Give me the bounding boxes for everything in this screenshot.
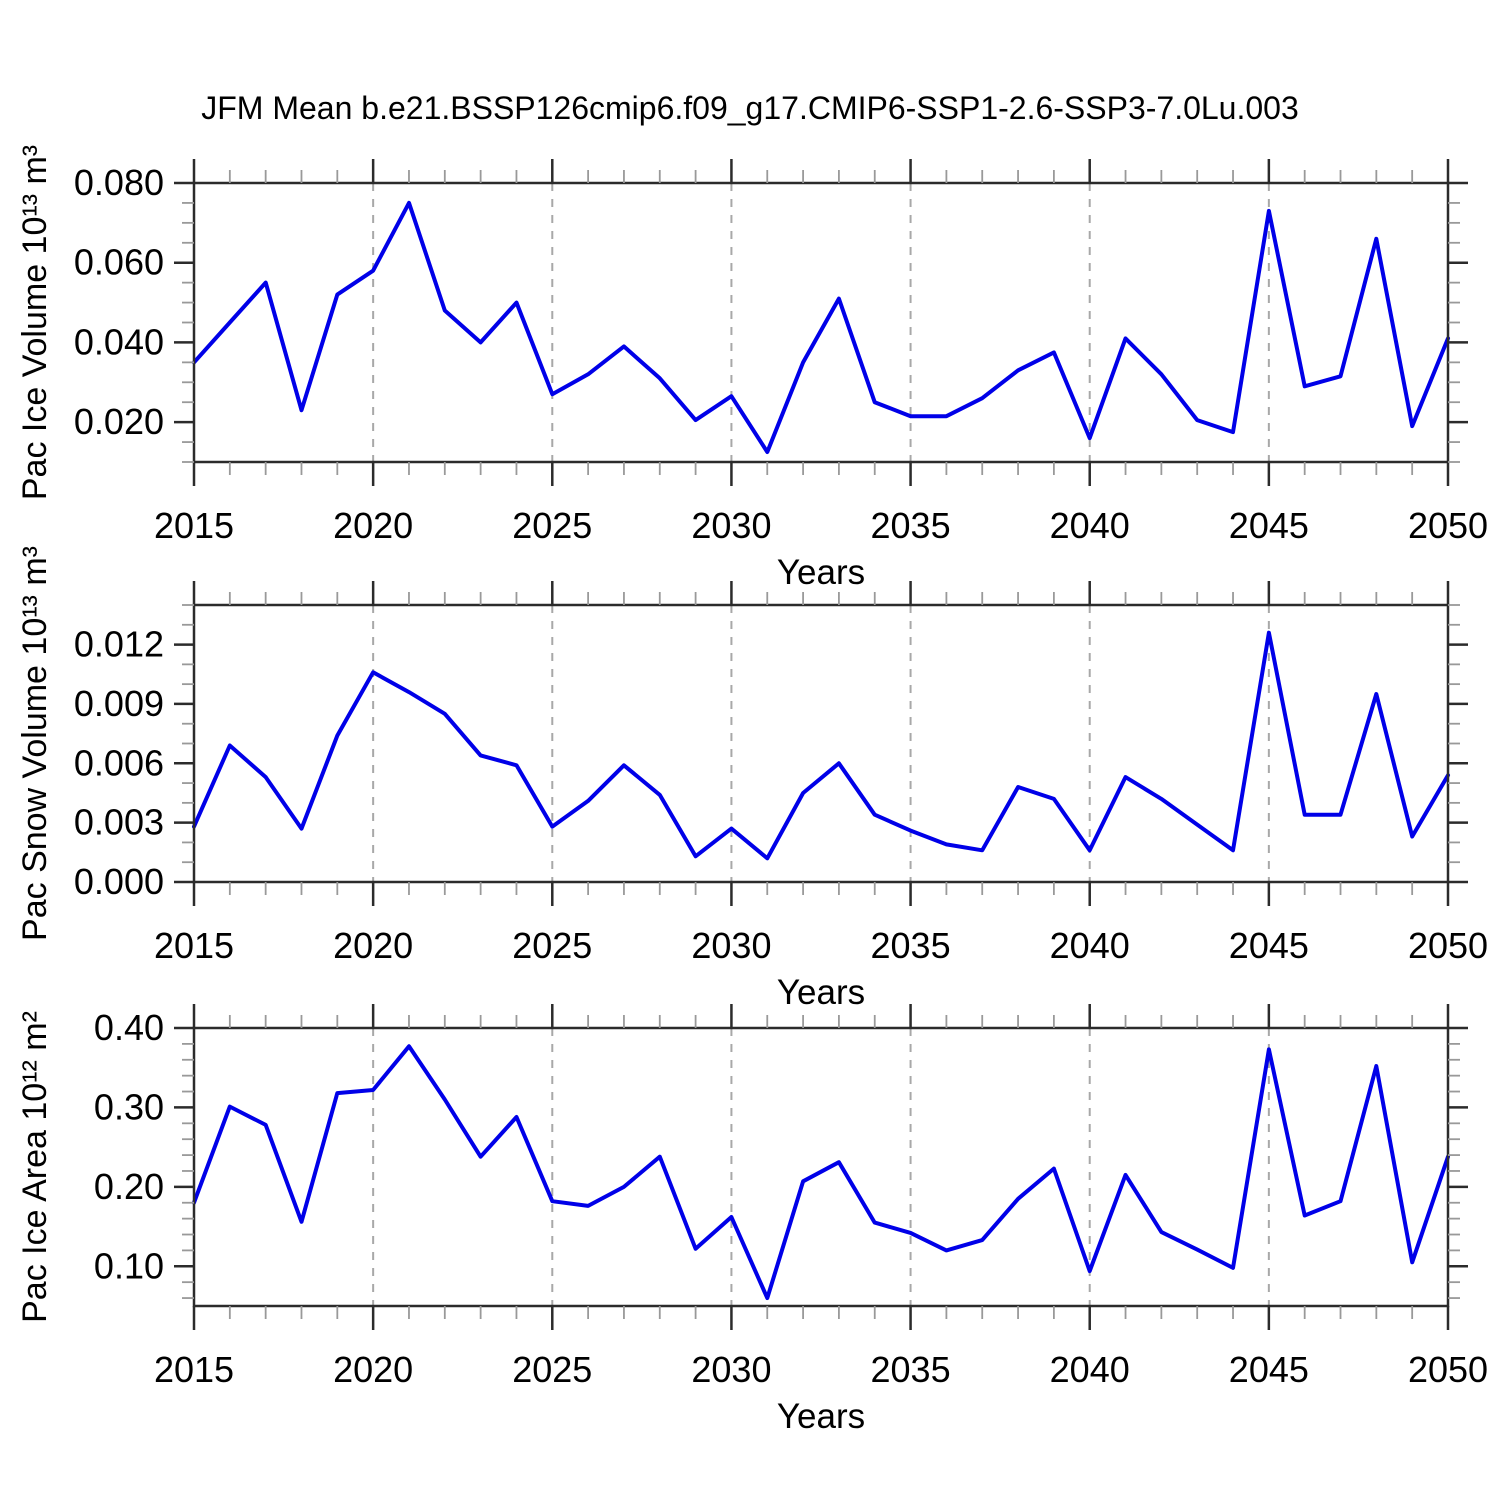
x-tick-label: 2045 [1229,925,1309,966]
x-tick-label: 2025 [512,925,592,966]
x-tick-label: 2030 [691,505,771,546]
x-tick-label: 2040 [1050,1349,1130,1390]
y-axis-title: Pac Snow Volume 10¹³ m³ [16,546,54,941]
x-axis-title: Years [777,973,865,1012]
panel-pac-ice-volume: 2015 2020 2025 2030 2035 2040 2045 2050 0.080 0.0… [16,145,1488,592]
x-tick-label: 2015 [154,1349,234,1390]
x-tick-label: 2025 [512,505,592,546]
x-axis-title: Years [777,553,865,592]
x-tick-label: 2030 [691,1349,771,1390]
y-tick-label: 0.20 [94,1166,164,1207]
y-tick-label: 0.012 [74,624,164,665]
y-tick-label: 0.040 [74,321,164,362]
x-tick-label: 2035 [871,1349,951,1390]
x-tick-label: 2040 [1050,505,1130,546]
x-axis-title: Years [777,1397,865,1436]
x-tick-label: 2025 [512,1349,592,1390]
chart-title: JFM Mean b.e21.BSSP126cmip6.f09_g17.CMIP… [201,90,1299,126]
panel-pac-ice-area: 2015 2020 2025 2030 2035 2040 2045 2050 0.40 0.30… [16,1004,1488,1436]
panel-pac-snow-volume: 2015 2020 2025 2030 2035 2040 2045 2050 0.012 0.0… [16,546,1488,1012]
plot-frame [192,181,1450,464]
x-tick-label: 2045 [1229,505,1309,546]
y-axis-title: Pac Ice Area 10¹² m² [16,1011,54,1323]
x-tick-label: 2040 [1050,925,1130,966]
x-tick-label: 2015 [154,505,234,546]
x-tick-label: 2035 [871,505,951,546]
x-tick-label: 2020 [333,925,413,966]
x-tick-label: 2050 [1408,1349,1488,1390]
series-line [192,630,1450,861]
y-tick-label: 0.020 [74,401,164,442]
x-tick-label: 2050 [1408,505,1488,546]
plot-frame [192,603,1450,884]
x-tick-label: 2020 [333,1349,413,1390]
plot-frame [192,1026,1450,1308]
series-line [192,1044,1450,1301]
series-line [192,200,1450,454]
y-tick-label: 0.060 [74,242,164,283]
x-tick-label: 2045 [1229,1349,1309,1390]
y-tick-label: 0.000 [74,861,164,902]
y-tick-label: 0.080 [74,162,164,203]
y-tick-label: 0.10 [94,1245,164,1286]
x-tick-label: 2050 [1408,925,1488,966]
y-tick-label: 0.003 [74,802,164,843]
y-tick-label: 0.006 [74,742,164,783]
y-tick-label: 0.40 [94,1007,164,1048]
x-tick-label: 2035 [871,925,951,966]
y-axis-title: Pac Ice Volume 10¹³ m³ [16,145,54,500]
y-tick-label: 0.009 [74,683,164,724]
x-tick-label: 2020 [333,505,413,546]
y-tick-label: 0.30 [94,1086,164,1127]
x-tick-label: 2015 [154,925,234,966]
x-tick-label: 2030 [691,925,771,966]
